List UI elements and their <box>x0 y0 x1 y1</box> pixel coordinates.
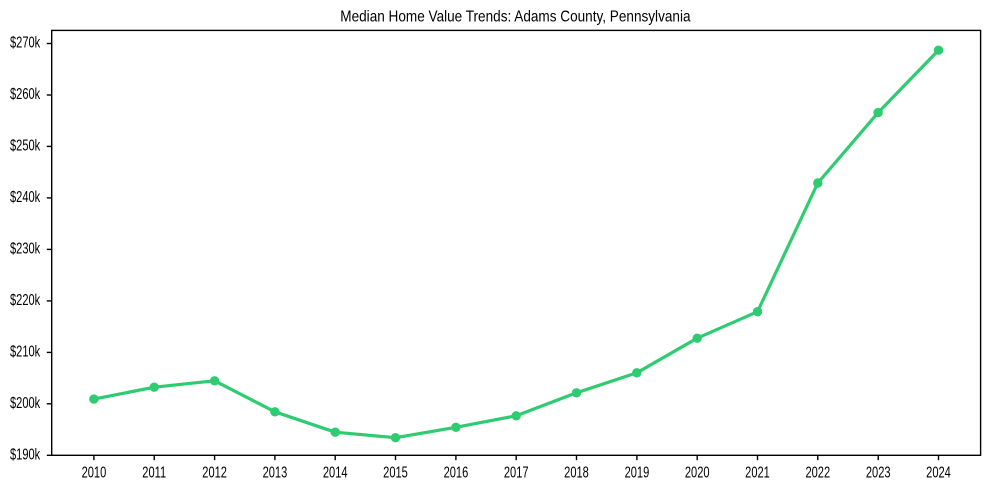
svg-text:2021: 2021 <box>745 464 770 481</box>
svg-text:2015: 2015 <box>383 464 408 481</box>
svg-text:2019: 2019 <box>625 464 650 481</box>
svg-text:2024: 2024 <box>926 464 951 481</box>
svg-text:2011: 2011 <box>142 464 166 481</box>
svg-text:2020: 2020 <box>685 464 710 481</box>
svg-text:$260k: $260k <box>10 85 40 102</box>
svg-text:2013: 2013 <box>263 464 288 481</box>
svg-text:$190k: $190k <box>10 446 40 463</box>
svg-text:$220k: $220k <box>10 291 40 308</box>
svg-text:2012: 2012 <box>202 464 227 481</box>
svg-text:$230k: $230k <box>10 240 40 257</box>
svg-text:2016: 2016 <box>444 464 469 481</box>
svg-text:2010: 2010 <box>82 464 107 481</box>
svg-text:2014: 2014 <box>323 464 348 481</box>
svg-text:2022: 2022 <box>805 464 830 481</box>
svg-text:2018: 2018 <box>564 464 589 481</box>
svg-text:$270k: $270k <box>10 34 40 51</box>
svg-text:$210k: $210k <box>10 343 40 360</box>
svg-text:2017: 2017 <box>504 464 529 481</box>
svg-text:$240k: $240k <box>10 188 40 205</box>
svg-text:2023: 2023 <box>866 464 891 481</box>
svg-text:$200k: $200k <box>10 394 40 411</box>
svg-text:Median Home Value Trends: Adam: Median Home Value Trends: Adams County, … <box>340 8 691 25</box>
svg-text:$250k: $250k <box>10 137 40 154</box>
